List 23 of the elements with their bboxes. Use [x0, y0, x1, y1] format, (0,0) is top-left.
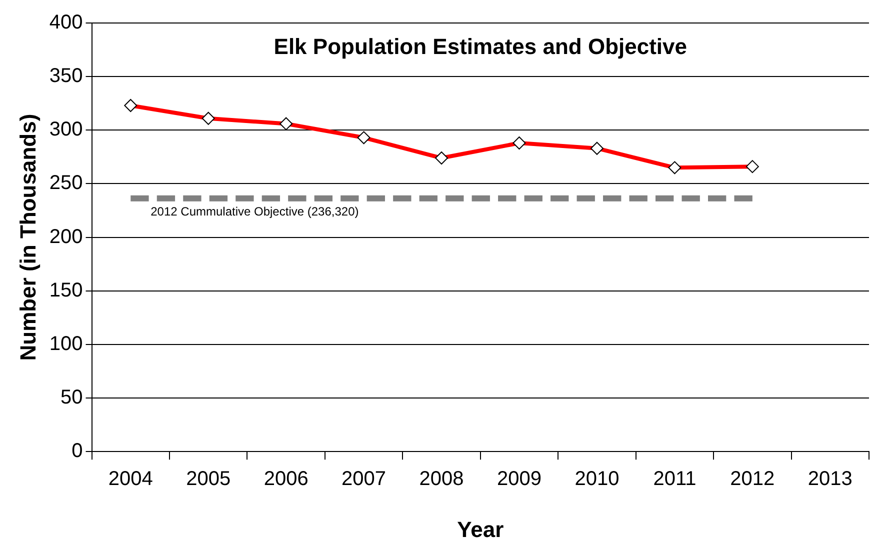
x-tick-label: 2005 — [186, 468, 231, 490]
x-tick-label: 2012 — [730, 468, 775, 490]
y-tick-label: 0 — [72, 440, 83, 462]
x-tick-label: 2006 — [264, 468, 308, 490]
y-tick-label: 50 — [60, 386, 83, 409]
y-tick-label: 250 — [49, 172, 83, 194]
y-tick-label: 400 — [49, 12, 83, 34]
x-tick-label: 2011 — [653, 468, 696, 490]
x-tick-label: 2013 — [808, 468, 852, 490]
annotation: 2012 Cummulative Objective (236,320) — [150, 204, 359, 219]
x-tick-label: 2010 — [574, 468, 620, 490]
x-tick-label: 2007 — [342, 468, 386, 490]
y-tick-label: 100 — [49, 332, 83, 355]
y-axis-title: Number (in Thousands) — [15, 114, 40, 361]
x-axis-title: Year — [457, 516, 504, 542]
y-tick-label: 200 — [49, 226, 83, 248]
y-tick-label: 350 — [49, 65, 83, 88]
y-tick-label: 300 — [49, 118, 83, 141]
x-tick-label: 2008 — [419, 468, 464, 490]
y-tick-label: 150 — [49, 279, 83, 302]
text: Elk Population Estimates and Objective — [274, 34, 687, 60]
x-tick-label: 2009 — [496, 468, 542, 490]
x-tick-label: 2004 — [108, 468, 153, 490]
